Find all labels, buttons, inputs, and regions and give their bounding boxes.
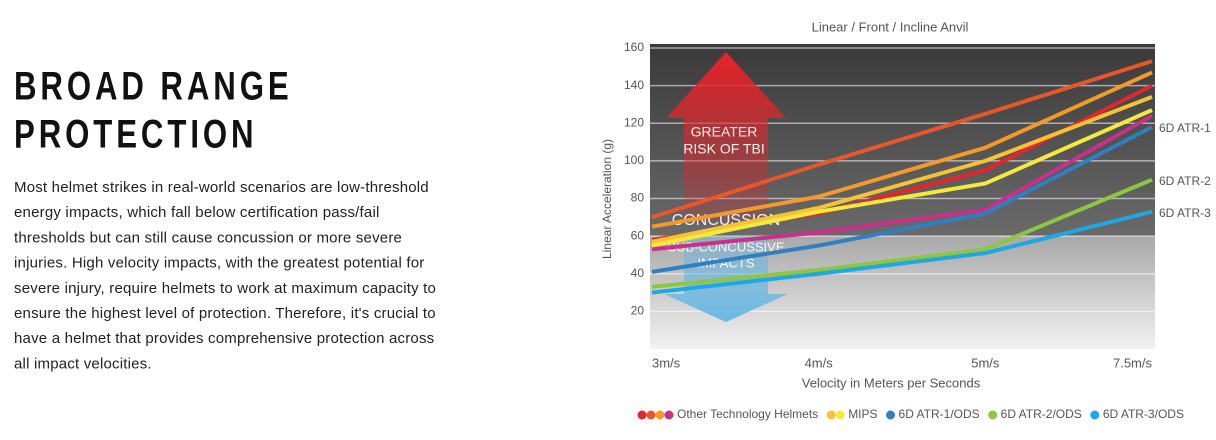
legend-label: Other Technology Helmets — [677, 407, 818, 421]
data-line — [651, 113, 1153, 252]
body-text: have a helmet that provides comprehensiv… — [14, 330, 434, 347]
y-axis-label: Linear Acceleration (g) — [600, 139, 614, 259]
risk-arrow — [666, 52, 786, 222]
data-line — [651, 70, 1153, 229]
y-tick-label: 20 — [631, 304, 645, 318]
annotation: GREATER — [691, 124, 758, 140]
end-label: 6D ATR-1 — [1159, 121, 1211, 135]
legend-swatch — [886, 410, 896, 420]
x-tick-label: 4m/s — [805, 355, 834, 370]
legend-swatch — [988, 410, 998, 420]
data-line — [651, 108, 1153, 248]
chart-title: Linear / Front / Incline Anvil — [812, 19, 969, 34]
legend-label: 6D ATR-3/ODS — [1103, 407, 1184, 421]
y-tick-label: 140 — [624, 78, 644, 92]
legend-swatch — [835, 410, 845, 420]
chart: Linear / Front / Incline Anvil 20 40 60 80 10… — [600, 19, 1211, 421]
x-tick-label: 7.5m/s — [1113, 355, 1153, 370]
x-tick-label: 3m/s — [652, 355, 681, 370]
y-tick-label: 120 — [624, 115, 644, 129]
legend-swatch — [637, 410, 647, 420]
data-line — [651, 177, 1153, 289]
legend-label: 6D ATR-1/ODS — [899, 407, 980, 421]
body-text: energy impacts, which fall below certifi… — [14, 204, 380, 221]
body-text: ensure the highest level of protection. … — [14, 305, 436, 322]
legend-swatch — [646, 410, 656, 420]
body-text: Most helmet strikes in real-world scenar… — [14, 179, 429, 196]
x-tick-label: 5m/s — [971, 355, 1000, 370]
heading: BROAD RANGE — [14, 64, 293, 109]
body-text: thresholds but can still cause concussio… — [14, 229, 402, 246]
legend-swatch — [1090, 410, 1100, 420]
y-tick-label: 60 — [631, 228, 645, 242]
legend-label: 6D ATR-2/ODS — [1001, 407, 1082, 421]
legend-swatch — [655, 410, 665, 420]
y-tick-label: 160 — [624, 40, 644, 54]
data-line — [651, 59, 1153, 220]
legend-swatch — [664, 410, 674, 420]
heading: PROTECTION — [14, 112, 257, 157]
data-line — [651, 95, 1153, 244]
y-tick-label: 100 — [624, 153, 644, 167]
body-text: all impact velocities. — [14, 355, 152, 372]
end-label: 6D ATR-3 — [1159, 206, 1211, 220]
legend-label: MIPS — [848, 407, 877, 421]
x-axis-label: Velocity in Meters per Seconds — [802, 375, 981, 390]
data-line — [651, 125, 1153, 274]
y-tick-label: 40 — [631, 266, 645, 280]
y-tick-label: 80 — [631, 191, 645, 205]
data-line — [651, 209, 1153, 295]
annotation: RISK OF TBI — [683, 141, 764, 157]
body-text: severe injury, require helmets to work a… — [14, 280, 436, 297]
body-text: injuries. High velocity impacts, with th… — [14, 255, 424, 272]
end-label: 6D ATR-2 — [1159, 174, 1211, 188]
legend-swatch — [826, 410, 836, 420]
